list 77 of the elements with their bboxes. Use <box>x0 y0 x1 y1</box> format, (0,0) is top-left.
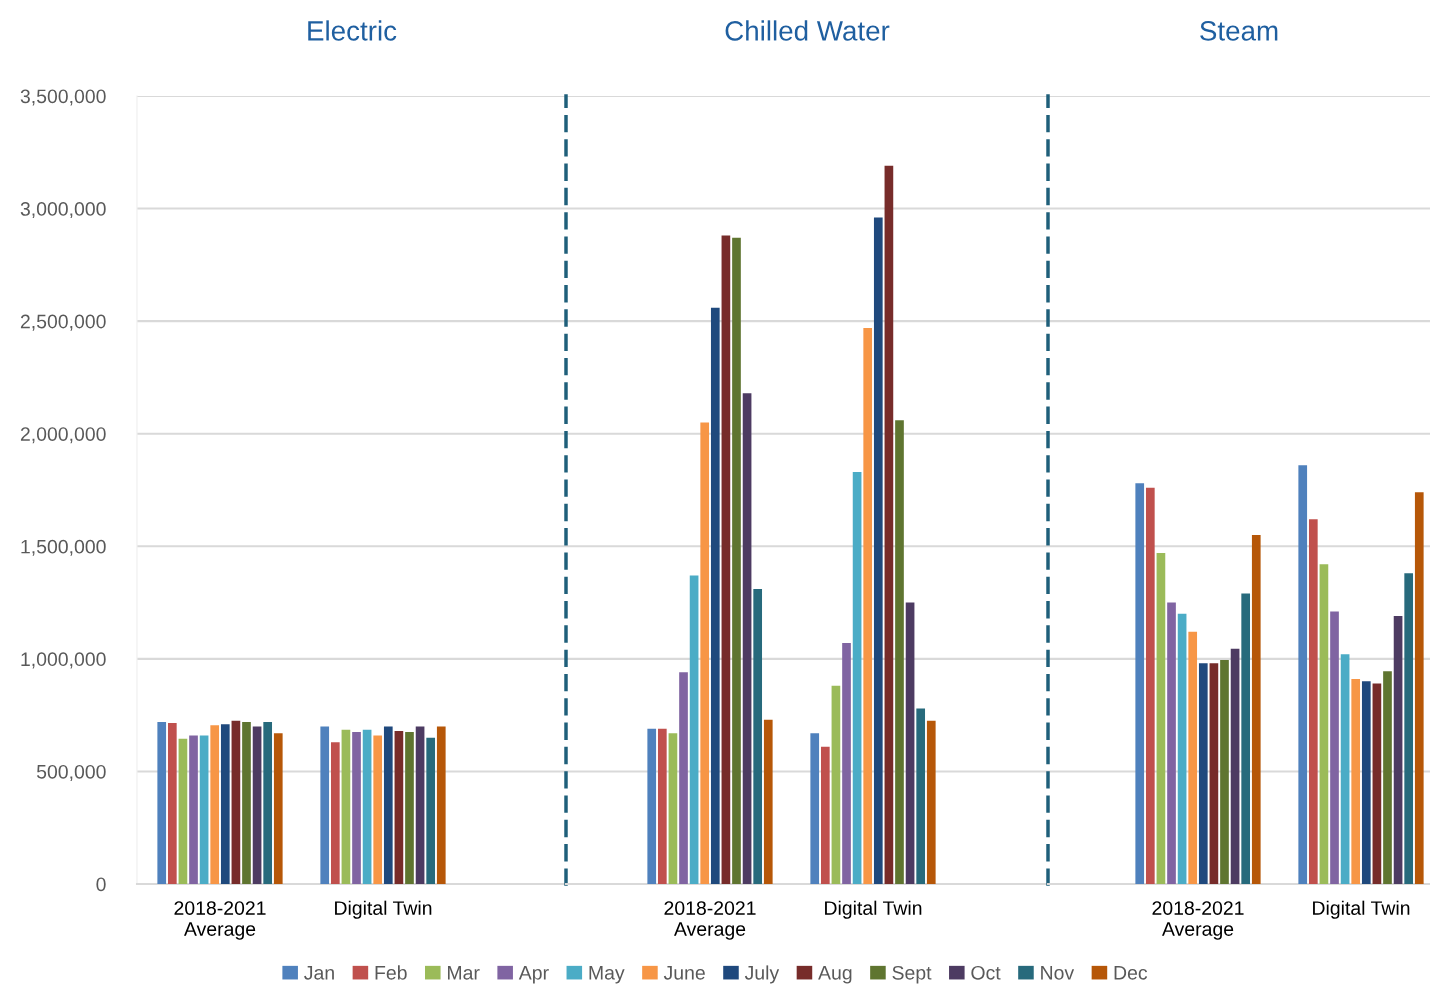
bar <box>842 643 851 884</box>
bar <box>732 237 741 884</box>
bar <box>884 165 894 884</box>
x-tick-label: 2018-2021 Average <box>1152 901 1244 940</box>
y-tick-label: 3,500,000 <box>20 89 106 106</box>
legend-label: July <box>744 965 780 984</box>
bar <box>1230 648 1240 884</box>
bar <box>831 685 841 884</box>
x-tick-label: 2018-2021 Average <box>174 901 266 940</box>
chart-title: Chilled Water <box>725 20 890 41</box>
legend-label: Aug <box>818 966 852 984</box>
y-tick-label: 2,500,000 <box>20 314 106 331</box>
bar <box>1298 465 1308 884</box>
bar <box>1393 616 1403 884</box>
bar <box>657 728 667 884</box>
bar <box>1251 535 1261 884</box>
bar <box>1340 654 1350 884</box>
bar <box>679 672 688 884</box>
bar <box>820 746 830 884</box>
bar <box>1361 681 1371 884</box>
y-tick-label: 3,000,000 <box>20 202 106 219</box>
bar <box>863 327 873 884</box>
bar <box>753 589 763 884</box>
y-tick-label: 1,000,000 <box>21 652 106 669</box>
y-tick-label: 1,500,000 <box>21 539 106 556</box>
y-tick-label: 0 <box>96 877 106 892</box>
legend-label: Jan <box>304 966 334 980</box>
bar <box>1177 613 1187 884</box>
bar <box>1383 671 1392 884</box>
bar <box>1209 663 1219 884</box>
bar <box>742 393 752 884</box>
bar <box>916 708 926 884</box>
bar <box>810 733 820 884</box>
bar <box>1319 564 1329 884</box>
bar <box>668 733 678 884</box>
bar <box>1188 631 1198 884</box>
legend-label: Nov <box>1041 966 1075 980</box>
legend-label: Feb <box>375 965 407 980</box>
bar <box>905 602 915 884</box>
x-tick-label: Digital Twin <box>335 900 432 919</box>
bar <box>1135 483 1145 884</box>
bar <box>1372 683 1382 884</box>
bar <box>1308 519 1318 884</box>
bar <box>1167 602 1176 884</box>
bar <box>852 471 862 884</box>
bar <box>1145 487 1155 884</box>
x-tick-label: Digital Twin <box>825 900 922 919</box>
bar <box>1330 611 1339 884</box>
y-tick-label: 500,000 <box>36 764 106 781</box>
x-tick-label: Digital Twin <box>1313 900 1410 919</box>
bar <box>700 422 710 884</box>
bar <box>1156 553 1166 884</box>
chart-title: Steam <box>1200 21 1278 41</box>
bar <box>647 728 657 884</box>
x-tick-label: 2018-2021 Average <box>664 901 756 940</box>
legend-label: Dec <box>1114 966 1148 980</box>
bar <box>873 217 883 884</box>
legend-label: Sept <box>892 965 932 984</box>
legend-label: June <box>663 966 705 980</box>
bar <box>710 307 720 884</box>
bar <box>895 420 904 884</box>
bar <box>721 235 731 884</box>
bar <box>689 575 699 884</box>
bar <box>1198 663 1208 884</box>
bar <box>1241 593 1251 884</box>
bar <box>763 719 773 884</box>
bar <box>1404 573 1414 884</box>
legend-label: Apr <box>518 966 549 984</box>
bar <box>1351 679 1361 884</box>
legend-label: Oct <box>971 965 1001 980</box>
bar <box>1414 492 1424 884</box>
y-tick-label: 2,000,000 <box>20 427 106 444</box>
bar <box>926 720 936 884</box>
legend-label: May <box>589 966 625 984</box>
legend-label: Mar <box>448 966 480 980</box>
chart-title: Electric <box>308 20 397 41</box>
bar <box>1220 659 1229 884</box>
